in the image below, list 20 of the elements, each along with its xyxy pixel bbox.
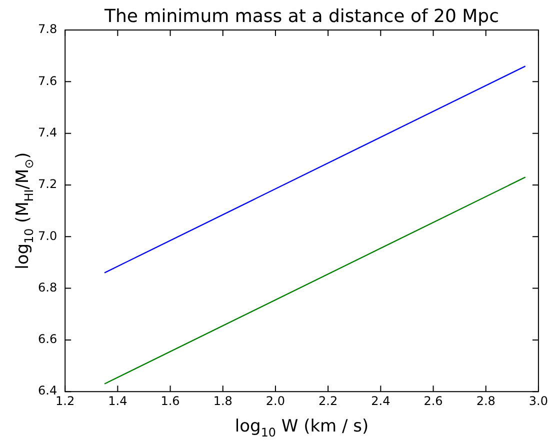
x-tick-label: 1.6: [160, 394, 180, 408]
x-tick-label: 1.4: [108, 394, 128, 408]
x-tick-label: 1.2: [56, 394, 75, 408]
y-tick-label: 7.2: [38, 177, 58, 192]
x-tick-label: 2.2: [318, 394, 338, 408]
chart-title: The minimum mass at a distance of 20 Mpc: [104, 6, 500, 27]
y-tick-label: 6.6: [38, 332, 58, 346]
x-tick-label: 2.4: [371, 394, 390, 408]
y-tick-label: 7.4: [38, 125, 58, 140]
y-tick-label: 7.8: [38, 22, 58, 36]
x-tick-label: 1.8: [213, 394, 232, 408]
x-tick-label: 2.8: [476, 394, 496, 408]
y-axis-title: log10 (MHI/M⊙): [13, 152, 36, 270]
y-tick-label: 7.0: [38, 228, 58, 243]
x-tick-label: 3.0: [528, 394, 548, 408]
y-tick-label: 7.6: [38, 74, 58, 88]
y-tick-label: 6.8: [38, 280, 58, 294]
x-tick-label: 2.6: [424, 394, 443, 408]
y-tick-label: 6.4: [38, 384, 58, 398]
x-tick-label: 2.0: [266, 394, 286, 408]
